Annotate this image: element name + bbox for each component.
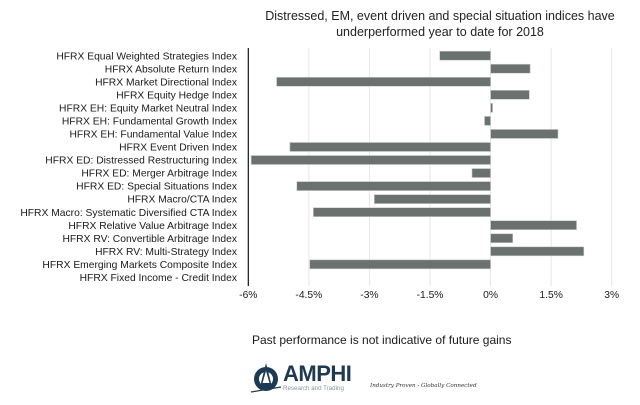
- bar: [373, 194, 491, 204]
- category-label: HFRX RV: Multi-Strategy Index: [95, 247, 238, 258]
- x-tick-label: 3%: [604, 290, 619, 301]
- bar: [296, 181, 491, 191]
- category-label: HFRX ED: Distressed Restructuring Index: [45, 156, 238, 167]
- bar: [276, 76, 491, 87]
- bar: [309, 259, 491, 270]
- category-label: HFRX Event Driven Index: [119, 143, 238, 154]
- logo-subtitle: Research and Trading: [283, 385, 344, 392]
- bar: [490, 63, 531, 74]
- category-label: HFRX Equal Weighted Strategies Index: [56, 51, 238, 62]
- category-label: HFRX EH: Equity Market Neutral Index: [59, 103, 238, 114]
- x-tick-label: -4.5%: [295, 290, 322, 301]
- bar-chart: HFRX Equal Weighted Strategies Index HFRX…: [20, 48, 619, 301]
- category-label: HFRX Macro/CTA Index: [127, 195, 238, 206]
- x-tick-label: -6%: [239, 290, 257, 301]
- category-label: HFRX Equity Hedge Index: [116, 90, 238, 101]
- category-label: HFRX EH: Fundamental Value Index: [69, 130, 237, 141]
- bar: [490, 90, 530, 100]
- bar: [471, 168, 491, 178]
- x-tick-label: 0%: [483, 290, 498, 301]
- chart-title-line-2: underperformed year to date for 2018: [336, 25, 544, 39]
- bar: [313, 207, 491, 217]
- category-label: HFRX Fixed Income - Credit Index: [80, 273, 238, 284]
- bar: [250, 155, 491, 165]
- chart-title-line-1: Distressed, EM, event driven and special…: [265, 9, 615, 23]
- x-tick-label: -3%: [360, 290, 378, 301]
- logo-emblem-icon: [250, 363, 282, 393]
- amphi-logo: AMPHI Research and Trading: [250, 361, 355, 397]
- category-label: HFRX Emerging Markets Composite Index: [42, 260, 237, 271]
- bar: [490, 220, 577, 231]
- tagline: Industry Proven - Globally Connected: [370, 383, 477, 389]
- x-tick-label: -1.5%: [417, 290, 444, 301]
- category-label: HFRX RV: Convertible Arbitrage Index: [62, 234, 237, 245]
- category-label: HFRX Macro: Systematic Diversified CTA I…: [20, 208, 238, 219]
- category-label: HFRX Market Directional Index: [95, 77, 238, 88]
- bar: [490, 103, 493, 113]
- chart-title: Distressed, EM, event driven and special…: [250, 8, 630, 40]
- category-label: HFRX EH: Fundamental Growth Index: [62, 117, 238, 128]
- category-label: HFRX ED: Special Situations Index: [76, 182, 238, 193]
- category-label: HFRX Absolute Return Index: [105, 64, 238, 75]
- category-label: HFRX Relative Value Arbitrage Index: [68, 221, 237, 232]
- bar: [490, 233, 514, 244]
- bar: [490, 246, 585, 257]
- logo-name: AMPHI: [283, 361, 352, 386]
- bar: [439, 50, 491, 61]
- category-label: HFRX ED: Merger Arbitrage Index: [81, 169, 238, 180]
- x-tick-label: 1.5%: [539, 290, 562, 301]
- bar: [490, 129, 559, 139]
- bar: [289, 142, 491, 152]
- footnote: Past performance is not indicative of fu…: [252, 333, 512, 347]
- bar: [484, 116, 491, 126]
